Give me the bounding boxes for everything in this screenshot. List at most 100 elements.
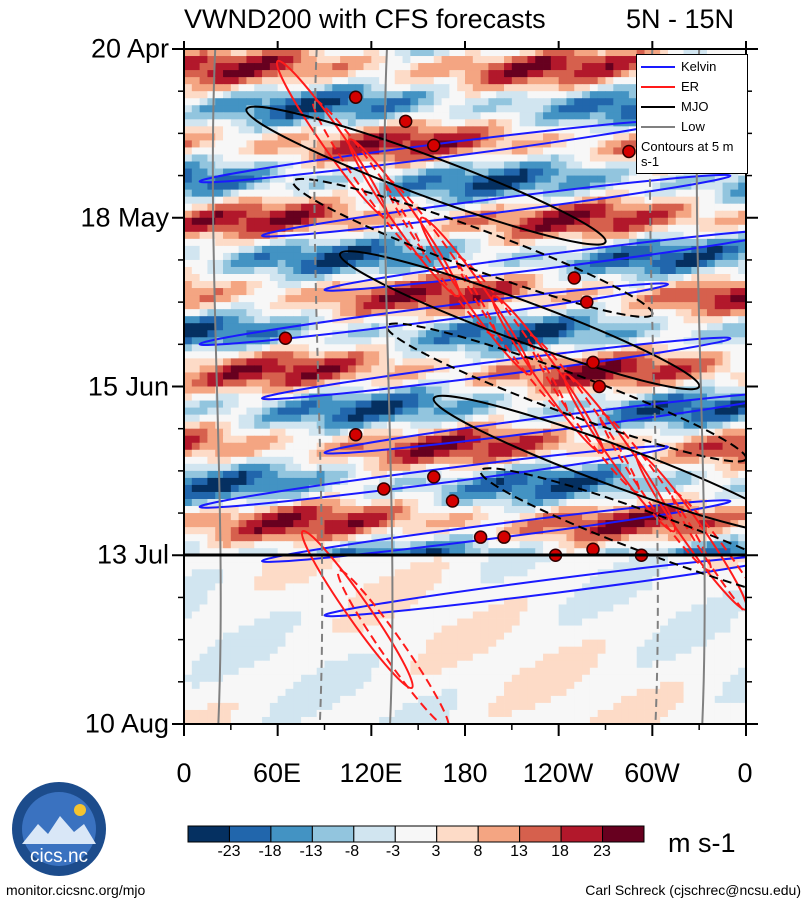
field-cell (410, 49, 419, 57)
field-cell (418, 77, 427, 85)
field-cell (605, 168, 614, 176)
field-cell (246, 105, 255, 113)
field-cell (566, 499, 575, 507)
field-cell (527, 154, 536, 162)
field-cell (597, 274, 606, 282)
field-cell (480, 168, 489, 176)
field-cell (480, 49, 489, 57)
field-cell (363, 56, 372, 64)
field-cell (379, 421, 388, 430)
field-cell (535, 56, 544, 64)
field-cell (230, 154, 240, 162)
field-cell (230, 196, 240, 205)
field-cell (667, 203, 677, 212)
field-cell (488, 393, 497, 401)
field-cell (714, 421, 723, 430)
field-cell (582, 189, 591, 198)
field-cell (582, 344, 591, 352)
field-cell (613, 449, 622, 458)
field-cell (433, 407, 442, 416)
field-cell (184, 470, 193, 479)
field-cell (230, 203, 240, 212)
field-cell (308, 323, 318, 331)
field-cell (566, 527, 575, 535)
field-cell (340, 217, 349, 226)
field-cell (550, 175, 560, 183)
field-cell (238, 70, 247, 78)
field-cell (324, 393, 333, 401)
field-cell (425, 295, 435, 303)
field-cell (355, 379, 364, 387)
field-cell (402, 126, 411, 134)
field-cell (418, 344, 427, 352)
field-cell (449, 63, 458, 71)
field-cell (223, 534, 232, 542)
field-cell (191, 449, 201, 458)
field-cell (504, 203, 513, 212)
field-cell (293, 98, 302, 106)
field-cell (465, 499, 474, 507)
field-cell (527, 84, 536, 92)
field-cell (386, 70, 396, 78)
field-cell (223, 463, 232, 472)
field-cell (621, 126, 630, 134)
field-cell (433, 133, 442, 141)
field-cell (402, 470, 411, 479)
field-cell (230, 527, 240, 535)
field-cell (636, 49, 645, 57)
field-cell (285, 456, 294, 465)
field-cell (418, 140, 427, 148)
field-cell (449, 133, 458, 141)
field-cell (238, 295, 247, 303)
field-cell (363, 456, 372, 465)
field-cell (355, 534, 364, 542)
field-cell (207, 112, 216, 120)
field-cell (582, 288, 591, 296)
field-cell (589, 84, 599, 92)
field-cell (652, 372, 661, 380)
field-cell (191, 351, 201, 359)
field-cell (262, 365, 271, 373)
field-cell (597, 506, 606, 514)
field-cell (480, 288, 489, 296)
field-cell (566, 281, 575, 289)
field-cell (347, 133, 357, 141)
field-cell (277, 112, 286, 120)
field-cell (527, 119, 536, 127)
field-cell (675, 442, 684, 451)
field-cell (262, 84, 271, 92)
field-cell (472, 351, 482, 359)
field-cell (738, 316, 746, 324)
field-cell (628, 196, 638, 205)
field-cell (207, 421, 216, 430)
field-cell (230, 133, 240, 141)
field-cell (308, 330, 318, 338)
field-cell (355, 245, 364, 254)
field-cell (527, 56, 536, 64)
field-cell (332, 98, 341, 106)
field-cell (191, 330, 201, 338)
field-cell (480, 217, 489, 226)
field-cell (394, 414, 403, 423)
field-cell (558, 365, 567, 373)
field-cell (293, 70, 302, 78)
field-cell (425, 210, 435, 219)
field-cell (379, 266, 388, 275)
field-cell (199, 372, 208, 380)
field-cell (293, 513, 302, 521)
field-cell (230, 428, 240, 437)
field-cell (371, 323, 380, 331)
field-cell (527, 351, 536, 359)
field-cell (230, 386, 240, 394)
field-cell (394, 133, 403, 141)
field-cell (277, 351, 286, 359)
field-cell (582, 506, 591, 514)
field-cell (613, 147, 622, 155)
field-cell (324, 295, 333, 303)
field-cell (441, 344, 450, 352)
field-cell (488, 316, 497, 324)
field-cell (691, 463, 700, 472)
field-cell (597, 168, 606, 176)
field-cell (301, 407, 310, 416)
field-cell (363, 351, 372, 359)
